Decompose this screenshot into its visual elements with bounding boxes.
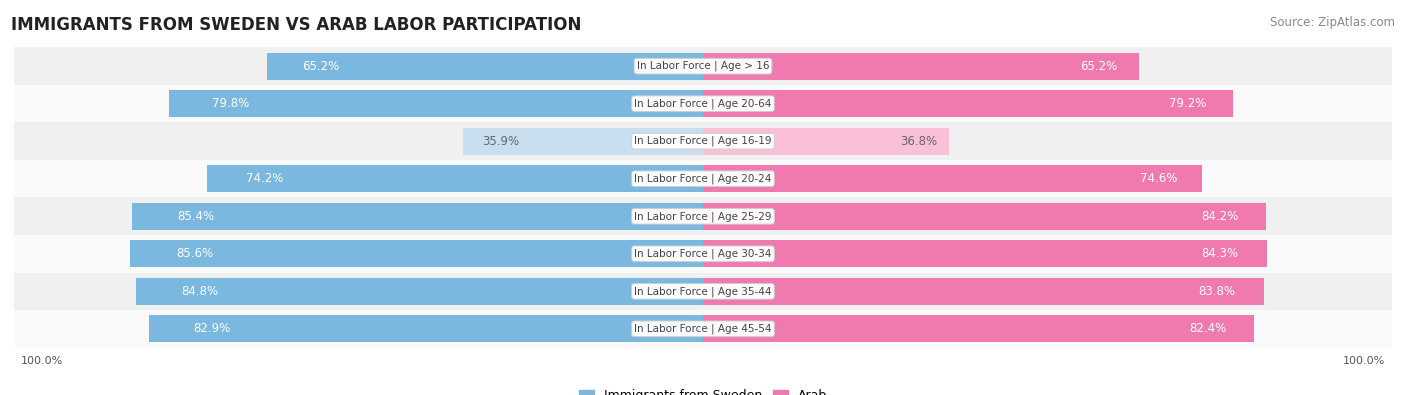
Bar	[207, 165, 703, 192]
Text: 84.2%: 84.2%	[1201, 210, 1239, 223]
Text: 85.4%: 85.4%	[177, 210, 215, 223]
Bar	[132, 203, 703, 230]
Bar	[131, 240, 703, 267]
Bar	[136, 278, 703, 305]
Text: In Labor Force | Age 25-29: In Labor Force | Age 25-29	[634, 211, 772, 222]
Text: 100.0%: 100.0%	[21, 356, 63, 366]
Bar	[703, 53, 1139, 80]
Text: In Labor Force | Age 20-24: In Labor Force | Age 20-24	[634, 173, 772, 184]
Bar	[703, 90, 1233, 117]
Bar	[169, 90, 703, 117]
Text: 84.3%: 84.3%	[1202, 247, 1239, 260]
Bar	[463, 128, 703, 155]
Bar	[703, 128, 949, 155]
Legend: Immigrants from Sweden, Arab: Immigrants from Sweden, Arab	[574, 384, 832, 395]
Bar	[703, 278, 1264, 305]
Text: In Labor Force | Age 45-54: In Labor Force | Age 45-54	[634, 324, 772, 334]
Text: 84.8%: 84.8%	[181, 285, 218, 298]
Bar	[14, 47, 1392, 85]
Text: In Labor Force | Age 35-44: In Labor Force | Age 35-44	[634, 286, 772, 297]
Text: In Labor Force | Age 20-64: In Labor Force | Age 20-64	[634, 98, 772, 109]
Bar	[14, 235, 1392, 273]
Text: 83.8%: 83.8%	[1198, 285, 1236, 298]
Text: In Labor Force | Age 30-34: In Labor Force | Age 30-34	[634, 248, 772, 259]
Bar	[149, 315, 703, 342]
Text: 65.2%: 65.2%	[302, 60, 339, 73]
Bar	[14, 122, 1392, 160]
Text: 100.0%: 100.0%	[1343, 356, 1385, 366]
Text: 79.2%: 79.2%	[1168, 97, 1206, 110]
Text: 74.6%: 74.6%	[1140, 172, 1177, 185]
Bar	[14, 85, 1392, 122]
Text: 79.8%: 79.8%	[212, 97, 249, 110]
Text: Source: ZipAtlas.com: Source: ZipAtlas.com	[1270, 16, 1395, 29]
Bar	[14, 273, 1392, 310]
Bar	[703, 165, 1202, 192]
Bar	[14, 198, 1392, 235]
Text: 36.8%: 36.8%	[900, 135, 936, 148]
Text: 65.2%: 65.2%	[1080, 60, 1118, 73]
Bar	[14, 310, 1392, 348]
Text: 85.6%: 85.6%	[176, 247, 214, 260]
Bar	[14, 160, 1392, 198]
Bar	[267, 53, 703, 80]
Text: 82.4%: 82.4%	[1189, 322, 1226, 335]
Text: IMMIGRANTS FROM SWEDEN VS ARAB LABOR PARTICIPATION: IMMIGRANTS FROM SWEDEN VS ARAB LABOR PAR…	[11, 16, 582, 34]
Bar	[703, 203, 1267, 230]
Text: In Labor Force | Age > 16: In Labor Force | Age > 16	[637, 61, 769, 71]
Text: In Labor Force | Age 16-19: In Labor Force | Age 16-19	[634, 136, 772, 147]
Text: 82.9%: 82.9%	[193, 322, 231, 335]
Bar	[703, 240, 1267, 267]
Text: 74.2%: 74.2%	[246, 172, 284, 185]
Bar	[703, 315, 1254, 342]
Text: 35.9%: 35.9%	[482, 135, 519, 148]
